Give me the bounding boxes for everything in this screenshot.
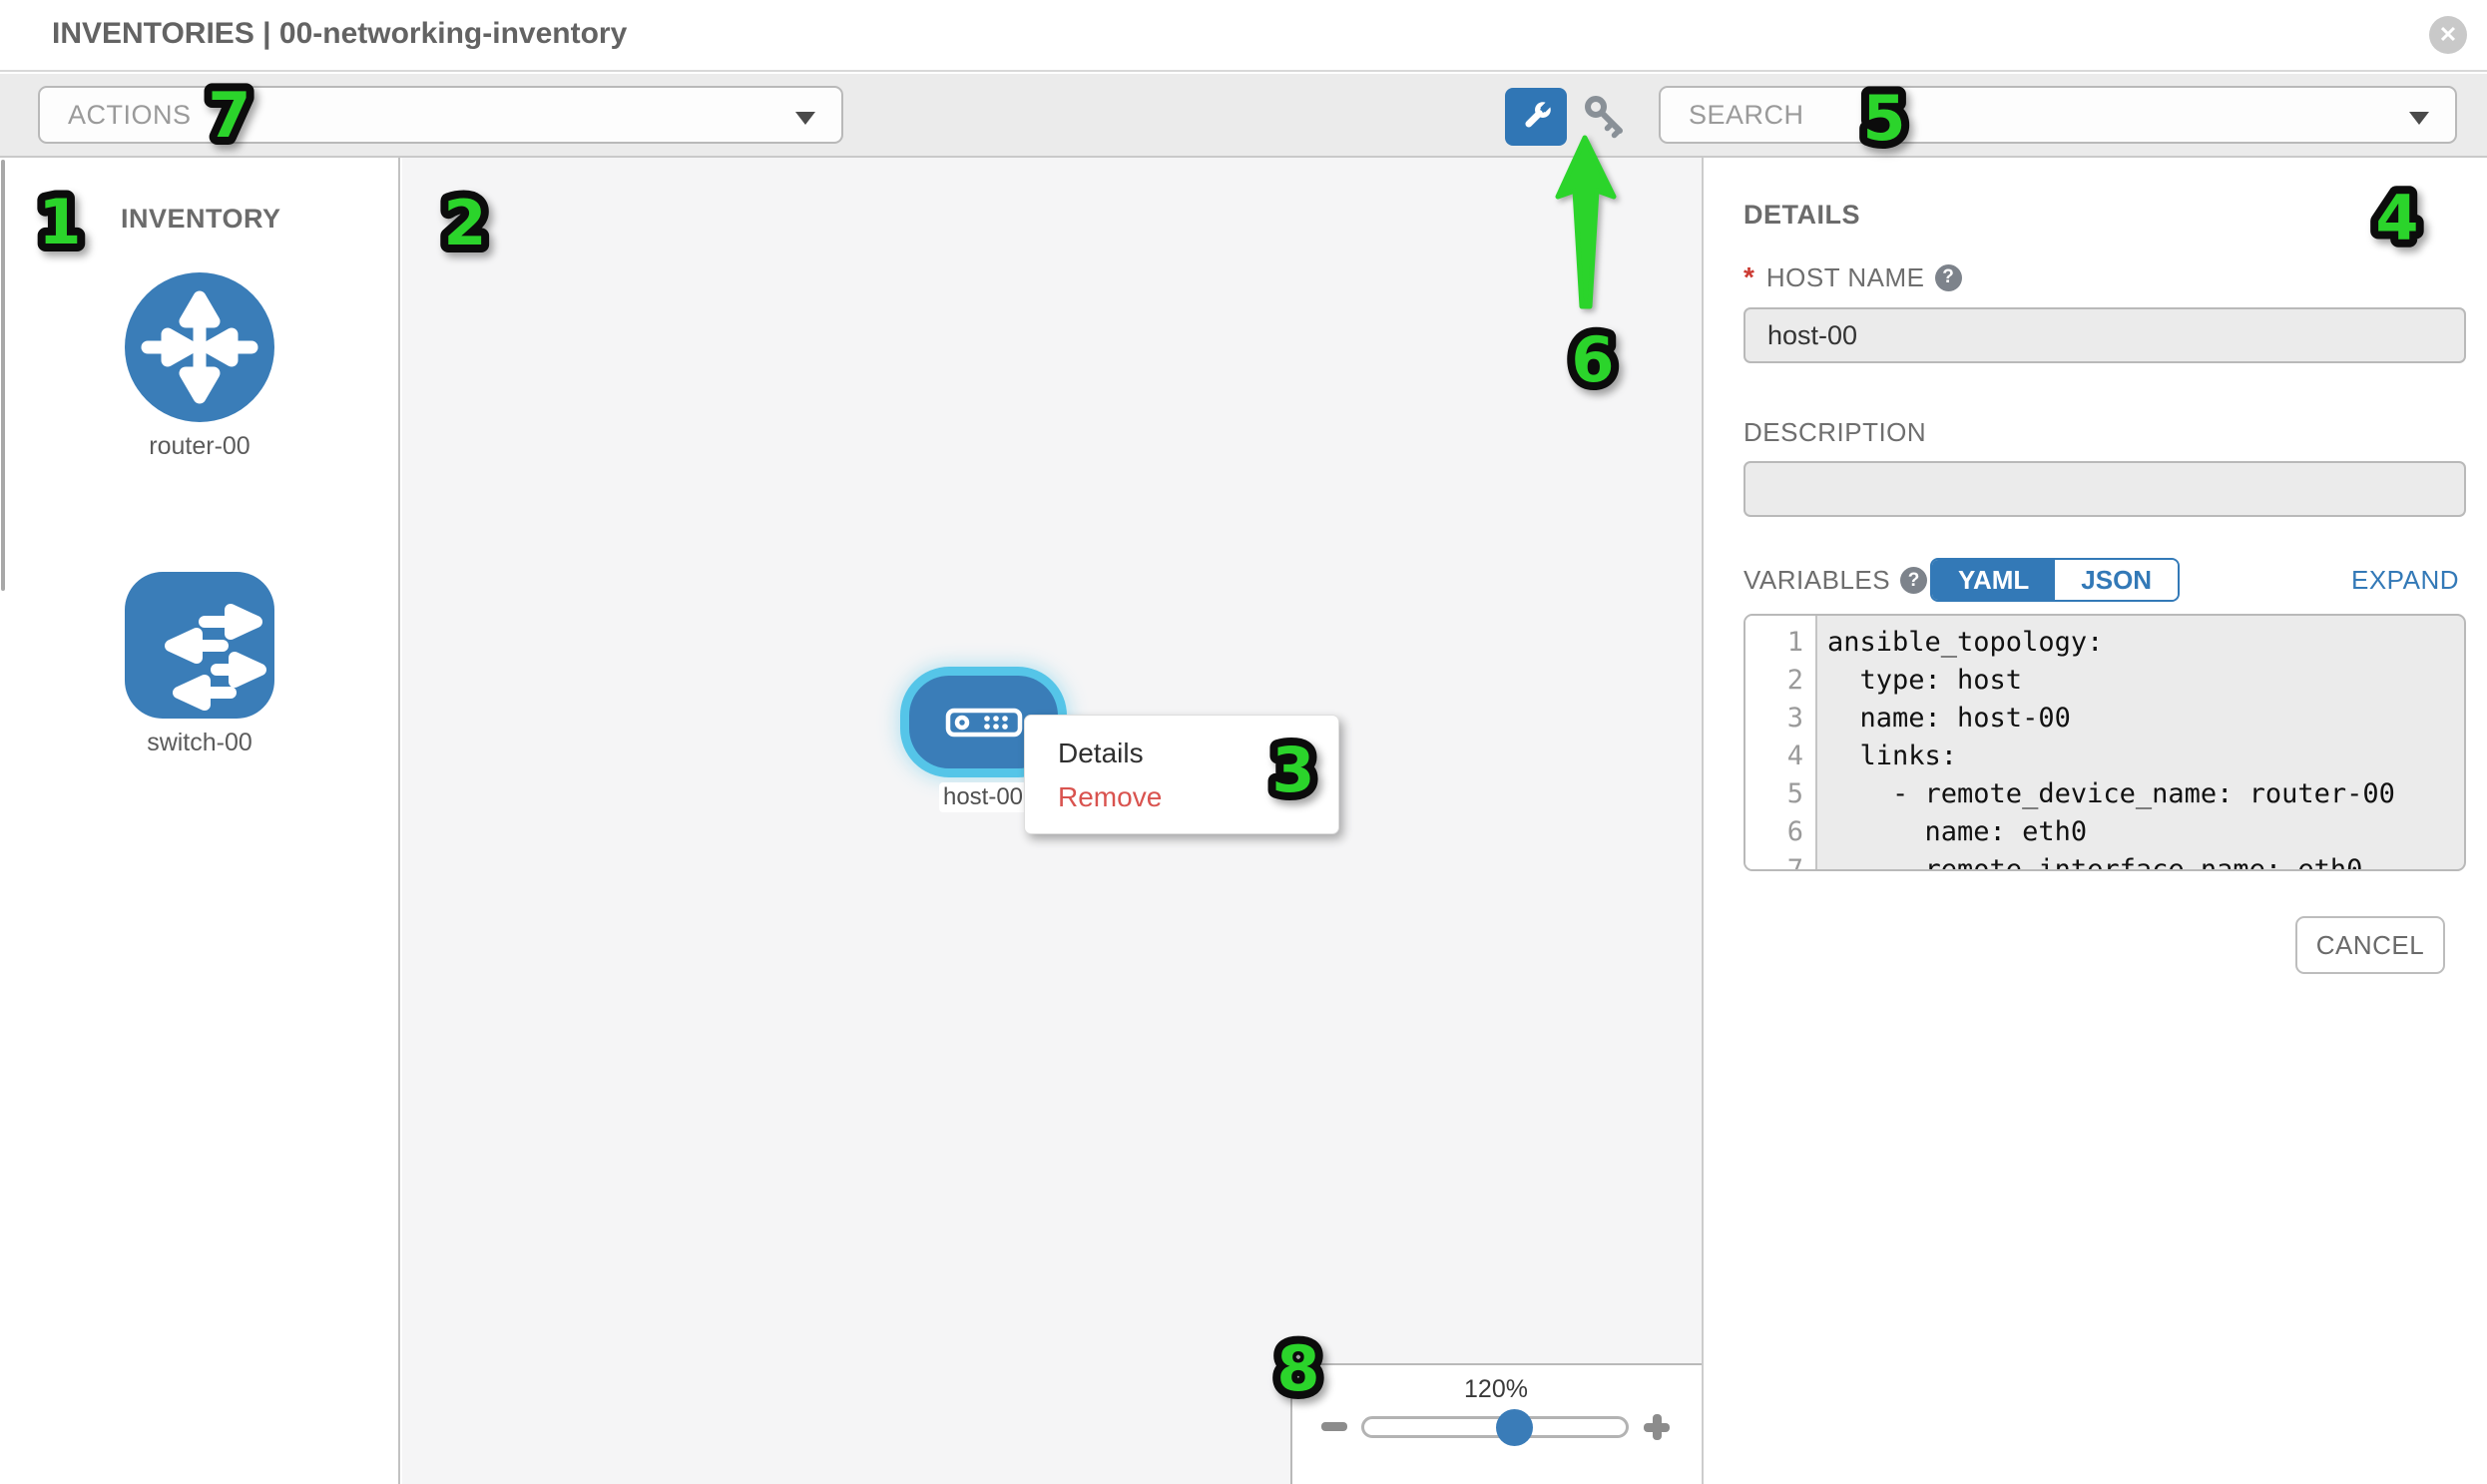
code-line: remote_interface_name: eth0 bbox=[1827, 854, 2363, 871]
context-menu-item-remove[interactable]: Remove bbox=[1058, 781, 1163, 812]
host-icon bbox=[945, 708, 1022, 737]
sidebar-title: INVENTORY bbox=[121, 204, 281, 234]
line-number: 7 bbox=[1786, 854, 1803, 871]
editor-code-area[interactable]: ansible_topology: type: host name: host-… bbox=[1817, 616, 2464, 869]
variables-label-row: VARIABLES ? bbox=[1743, 565, 1928, 596]
details-panel-title: DETAILS bbox=[1743, 200, 1860, 230]
close-icon[interactable]: ✕ bbox=[2429, 16, 2467, 54]
line-number: 5 bbox=[1786, 778, 1803, 809]
zoom-in-plus-icon[interactable] bbox=[1653, 1414, 1662, 1440]
code-line: name: host-00 bbox=[1827, 703, 2071, 734]
description-label: DESCRIPTION bbox=[1743, 417, 1927, 447]
expand-link[interactable]: EXPAND bbox=[2351, 565, 2459, 595]
code-line: type: host bbox=[1827, 665, 2023, 696]
cancel-button[interactable]: CANCEL bbox=[2295, 916, 2445, 974]
context-menu-item-details[interactable]: Details bbox=[1058, 738, 1144, 768]
key-button[interactable] bbox=[1583, 94, 1627, 140]
sidebar-device-switch[interactable]: switch-00 bbox=[125, 572, 274, 757]
code-line: ansible_topology: bbox=[1827, 627, 2104, 658]
device-label: switch-00 bbox=[147, 729, 252, 756]
variables-label: VARIABLES bbox=[1743, 565, 1891, 595]
host-name-label: HOST NAME bbox=[1765, 261, 1925, 292]
line-number: 2 bbox=[1786, 665, 1803, 696]
configure-button[interactable] bbox=[1505, 88, 1567, 146]
line-number: 4 bbox=[1786, 741, 1803, 771]
actions-dropdown-label: ACTIONS bbox=[68, 99, 192, 130]
chevron-down-icon bbox=[795, 112, 815, 125]
key-icon bbox=[1585, 96, 1623, 139]
description-input[interactable] bbox=[1743, 461, 2466, 517]
code-line: name: eth0 bbox=[1827, 816, 2088, 847]
search-dropdown[interactable]: SEARCH bbox=[1659, 86, 2457, 144]
host-name-input[interactable] bbox=[1743, 307, 2466, 363]
zoom-control: 120% bbox=[1290, 1363, 1702, 1484]
tab-json[interactable]: JSON bbox=[2055, 560, 2179, 600]
line-number: 6 bbox=[1786, 816, 1803, 847]
variables-editor: 1 2 3 4 5 6 7 ansible_topology: type: ho… bbox=[1743, 614, 2466, 871]
page-title: INVENTORIES | 00-networking-inventory bbox=[52, 17, 628, 50]
required-marker: * bbox=[1743, 261, 1754, 292]
context-menu: Details Remove bbox=[1024, 715, 1339, 834]
help-icon[interactable]: ? bbox=[1900, 567, 1928, 594]
wrench-icon bbox=[1525, 100, 1553, 128]
router-icon bbox=[125, 272, 274, 422]
help-icon[interactable]: ? bbox=[1934, 263, 1962, 291]
device-label: router-00 bbox=[149, 432, 250, 460]
zoom-slider-track[interactable] bbox=[1361, 1416, 1629, 1438]
search-dropdown-label: SEARCH bbox=[1689, 99, 1804, 130]
line-number: 3 bbox=[1786, 703, 1803, 734]
zoom-slider-thumb[interactable] bbox=[1496, 1409, 1533, 1446]
inventory-sidebar: INVENTORY router-00 bbox=[0, 158, 400, 1484]
description-label-row: DESCRIPTION bbox=[1743, 417, 1926, 448]
host-name-label-row: * HOST NAME ? bbox=[1743, 261, 1962, 293]
code-line: - remote_device_name: router-00 bbox=[1827, 778, 2395, 809]
sidebar-device-router[interactable]: router-00 bbox=[125, 272, 274, 461]
switch-icon bbox=[125, 572, 274, 719]
host-node-label: host-00 bbox=[939, 782, 1027, 812]
actions-dropdown[interactable]: ACTIONS bbox=[38, 86, 843, 144]
variables-format-toggle: YAML JSON bbox=[1930, 558, 2181, 602]
zoom-level: 120% bbox=[1464, 1375, 1528, 1403]
toolbar: ACTIONS bbox=[0, 74, 2487, 158]
code-line: links: bbox=[1827, 741, 1958, 771]
line-number: 1 bbox=[1786, 627, 1803, 658]
tab-yaml[interactable]: YAML bbox=[1932, 560, 2056, 600]
sidebar-scrollbar[interactable] bbox=[1, 160, 5, 591]
header-bar: INVENTORIES | 00-networking-inventory ✕ bbox=[0, 0, 2487, 72]
chevron-down-icon bbox=[2409, 112, 2429, 125]
editor-gutter: 1 2 3 4 5 6 7 bbox=[1745, 616, 1817, 869]
zoom-out-minus-icon[interactable] bbox=[1321, 1422, 1347, 1431]
